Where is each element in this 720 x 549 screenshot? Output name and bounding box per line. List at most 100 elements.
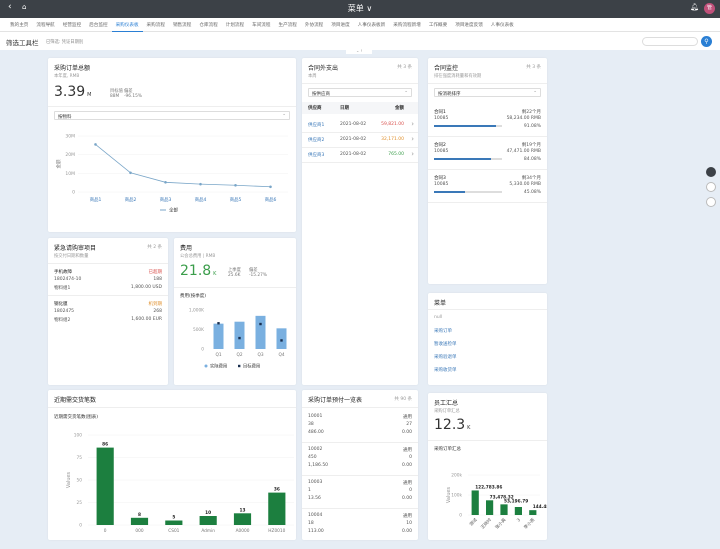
kpi-value: 12.3 K (434, 417, 471, 433)
tab-7[interactable]: 仓库流程 (199, 23, 218, 28)
prepay-item[interactable]: 10004 通用 18 10 113.00 0.00 (302, 509, 418, 540)
menu-link[interactable]: 采购收货单 (434, 368, 457, 373)
tab-9[interactable]: 车间流程 (252, 23, 271, 28)
avatar[interactable]: 管 (704, 3, 715, 14)
fee-chart: 0 500K 1,000K Q1 Q2 Q3 Q4 实际费用 目标费用 (189, 308, 287, 370)
bar (486, 500, 494, 515)
data-point (269, 185, 272, 189)
legend-label: 全部 (169, 207, 178, 214)
prepay-item[interactable]: 10002 通用 450 0 1,186.50 0.00 (302, 443, 418, 476)
x-tick-label: CS01 (168, 528, 179, 534)
bar-actual (255, 315, 266, 349)
staff-chart: 0 100k 200k Values 122,783.86 测试 73,478.32 王晓玲 5… (446, 473, 547, 531)
data-label: 53,196.79 (504, 498, 528, 504)
bar (500, 504, 508, 515)
y-tick-label: 100 (74, 433, 82, 439)
x-tick-label: 商品5 (230, 196, 242, 203)
table-row[interactable]: 供应商1 2021-08-02 59,821.00 › (302, 118, 418, 133)
x-tick-label: 3 (516, 517, 522, 523)
tab-1[interactable]: 流程导航 (36, 23, 55, 28)
data-point (234, 183, 237, 187)
tab-11[interactable]: 外协流程 (304, 23, 324, 28)
contract-item[interactable]: 合同3 剩34个月 10085 5,330.00 RMB 45.08% (428, 170, 547, 203)
contract-item[interactable]: 合同2 剩19个月 10085 47,471.00 RMB 84.08% (428, 137, 547, 170)
menu-null: null (434, 315, 443, 320)
x-tick-label: 000 (135, 528, 143, 534)
sort-select[interactable]: 按消耗排序 (434, 88, 541, 97)
menu-title[interactable]: 菜单 ∨ (347, 4, 373, 13)
tab-14[interactable]: 采购流程新增 (393, 23, 421, 28)
data-label: 122,783.86 (475, 484, 502, 490)
card-count: 共 2 条 (147, 245, 162, 250)
bar (233, 513, 252, 525)
menu-link[interactable]: 采购验退单 (434, 355, 457, 360)
urgent-item[interactable]: 钢化膜 机到期 1802475 268 物料组2 1,600.00 EUR (48, 295, 168, 327)
tab-15[interactable]: 工作概要 (428, 23, 448, 28)
table-header: 供应商 日期 金额 (302, 102, 418, 114)
home-icon[interactable]: ⌂ (22, 3, 27, 11)
fees-card: 费用 公会总费用 | RMB 21.8 K 上季度 25.6K 偏差 -15.27% … (174, 238, 296, 385)
menu-link[interactable]: 采购订单 (434, 329, 452, 334)
tab-12[interactable]: 项目进度 (331, 23, 350, 28)
bar (471, 490, 479, 515)
page-dot-2[interactable] (706, 182, 716, 192)
tab-6[interactable]: 销售流程 (172, 23, 192, 28)
page-dot-3[interactable] (706, 197, 716, 207)
search-input[interactable] (642, 37, 698, 46)
data-label: 5 (172, 515, 175, 521)
contract-item[interactable]: 合同1 剩22个月 10085 58,234.00 RMB 91.08% (428, 104, 547, 137)
prepay-item[interactable]: 10001 通用 38 27 486.00 0.00 (302, 410, 418, 443)
card-subtitle: 本周 (308, 74, 317, 79)
tab-4[interactable]: 采购仪表板 (111, 18, 143, 32)
x-tick-label: Q2 (236, 352, 242, 358)
x-tick-label: 商品6 (265, 196, 277, 203)
y-tick-label: 500K (193, 327, 204, 333)
vendor-select[interactable]: 按供应商 (308, 88, 412, 97)
bar (514, 507, 522, 515)
y-tick-label: 75 (77, 455, 83, 461)
marker-target (259, 322, 262, 326)
menu-link[interactable]: 暂收送检单 (434, 342, 457, 347)
urgent-card: 紧急请购审项目 共 2 条 按交付日期和数量 手机故障 已超期 1802474-1… (48, 238, 168, 385)
card-count: 共 90 条 (394, 397, 412, 402)
urgent-item[interactable]: 手机故障 已超期 1802474-10 188 物料组1 1,800.00 USD (48, 263, 168, 295)
data-point (129, 171, 132, 175)
search-button[interactable]: ⚲ (701, 36, 712, 47)
tab-8[interactable]: 计划流程 (225, 23, 245, 28)
bar (165, 520, 183, 525)
kpi-value: 3.39 M (54, 84, 92, 100)
marker-target (238, 336, 241, 340)
bell-icon[interactable]: 🔔︎ (690, 3, 699, 11)
table-row[interactable]: 供应商2 2021-08-02 32,171.00 › (302, 133, 418, 148)
bar (199, 516, 217, 525)
tab-5[interactable]: 采购流程 (146, 23, 165, 28)
x-tick-label: 测试 (468, 516, 480, 528)
tab-3[interactable]: 后台监控 (89, 23, 108, 28)
y-axis-label: 金额 (55, 159, 62, 168)
page-dot-1[interactable] (706, 167, 716, 177)
tab-10[interactable]: 生产流程 (278, 23, 297, 28)
x-tick-label: HZ0010 (268, 528, 285, 534)
tab-17[interactable]: 人事仪表板 (490, 23, 514, 28)
card-title: 近期需交货笔数 (54, 397, 97, 404)
table-row[interactable]: 供应商3 2021-08-02 765.00 › (302, 148, 418, 163)
x-tick-label: Q4 (278, 352, 284, 358)
chevron-right-icon: › (411, 150, 414, 158)
back-icon[interactable]: ‹ (8, 2, 12, 12)
tab-2[interactable]: 经营监控 (62, 23, 82, 28)
tab-13[interactable]: 人事仪表板新 (357, 23, 386, 28)
marker-target (280, 339, 283, 342)
data-label: 10 (205, 510, 211, 516)
x-tick-label: Q1 (215, 352, 221, 358)
tab-16[interactable]: 项目进度反馈 (455, 23, 483, 28)
tab-0[interactable]: 我的主页 (10, 23, 29, 28)
collapse-handle[interactable]: ⌄ ⁞ (346, 48, 372, 54)
y-tick-label: 10M (65, 171, 75, 177)
legend-label: 实际费用 (210, 363, 227, 370)
card-title: 采购订单预付一览表 (308, 397, 363, 404)
data-point (94, 143, 97, 146)
material-select[interactable]: 按物料 (54, 111, 290, 120)
chevron-right-icon: › (411, 120, 414, 128)
chevron-right-icon: › (411, 135, 414, 143)
